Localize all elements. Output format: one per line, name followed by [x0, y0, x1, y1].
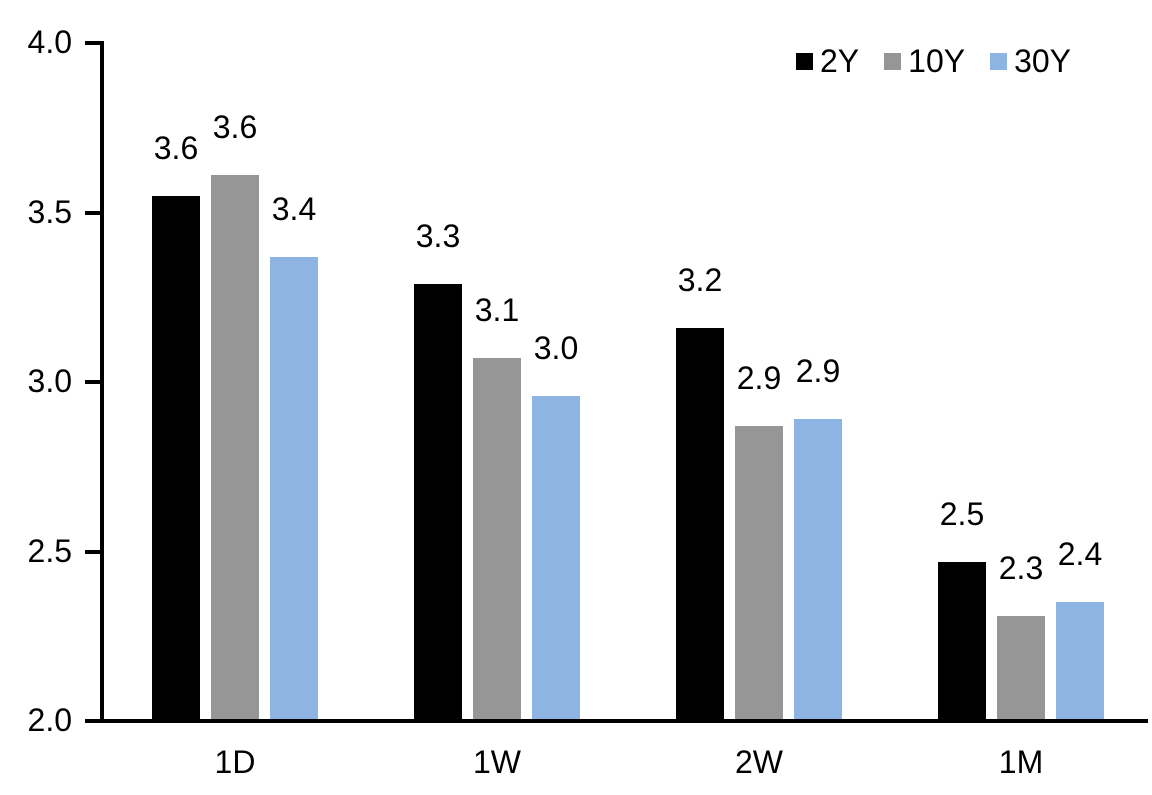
y-axis-tick-4.0	[85, 41, 100, 45]
legend-item-2y: 2Y	[796, 44, 859, 78]
y-axis-tick-2.0	[85, 719, 100, 723]
legend-swatch-2y	[796, 52, 813, 70]
x-axis-line	[100, 719, 1148, 723]
bar-30y-1d	[270, 256, 318, 723]
bar-10y-1m	[997, 615, 1045, 723]
y-axis-tick-3.0	[85, 380, 100, 384]
value-label-2y-2w: 3.2	[677, 261, 723, 298]
value-label-30y-1w: 3.0	[533, 329, 579, 366]
value-label-30y-1m: 2.4	[1057, 536, 1103, 573]
value-label-2y-1w: 3.3	[415, 217, 461, 254]
bar-2y-2w	[676, 327, 724, 723]
legend-label-30y: 30Y	[1014, 43, 1072, 79]
bar-30y-2w	[794, 419, 842, 723]
legend-swatch-10y	[884, 52, 902, 70]
bar-2y-1d	[152, 195, 200, 723]
legend-label-2y: 2Y	[820, 43, 860, 79]
y-axis-label-3.5: 3.5	[27, 193, 72, 230]
value-label-30y-2w: 2.9	[795, 353, 841, 390]
y-axis-label-4.0: 4.0	[27, 24, 72, 60]
bar-30y-1w	[532, 395, 580, 723]
x-axis-label-1d: 1D	[214, 744, 256, 780]
y-axis-tick-2.5	[85, 549, 100, 554]
bar-10y-2w	[735, 426, 783, 723]
value-label-2y-1m: 2.5	[939, 495, 985, 532]
x-axis-label-2w: 2W	[735, 744, 783, 780]
y-axis-tick-3.5	[85, 210, 100, 215]
legend-swatch-30y	[990, 52, 1008, 70]
value-label-2y-1d: 3.6	[153, 129, 199, 166]
value-label-10y-1d: 3.6	[212, 109, 258, 146]
bar-30y-1m	[1056, 602, 1104, 723]
bar-2y-1m	[938, 561, 986, 723]
bar-10y-1w	[473, 358, 521, 723]
y-axis-label-2.0: 2.0	[27, 702, 72, 738]
y-axis-label-3.0: 3.0	[27, 363, 72, 399]
legend-item-10y: 10Y	[884, 44, 965, 78]
value-label-10y-1w: 3.1	[474, 292, 520, 329]
legend-label-10y: 10Y	[908, 43, 966, 79]
value-label-10y-2w: 2.9	[736, 360, 782, 397]
value-label-30y-1d: 3.4	[271, 190, 317, 227]
x-axis-label-1m: 1M	[998, 744, 1044, 780]
value-label-10y-1m: 2.3	[998, 549, 1044, 586]
y-axis-label-2.5: 2.5	[27, 532, 72, 569]
chart-legend: 2Y 10Y 30Y	[796, 44, 1071, 78]
x-axis-label-1w: 1W	[473, 744, 521, 780]
y-axis-line	[100, 41, 104, 723]
legend-item-30y: 30Y	[990, 44, 1071, 78]
bar-10y-1d	[211, 175, 259, 723]
bar-2y-1w	[414, 283, 462, 723]
